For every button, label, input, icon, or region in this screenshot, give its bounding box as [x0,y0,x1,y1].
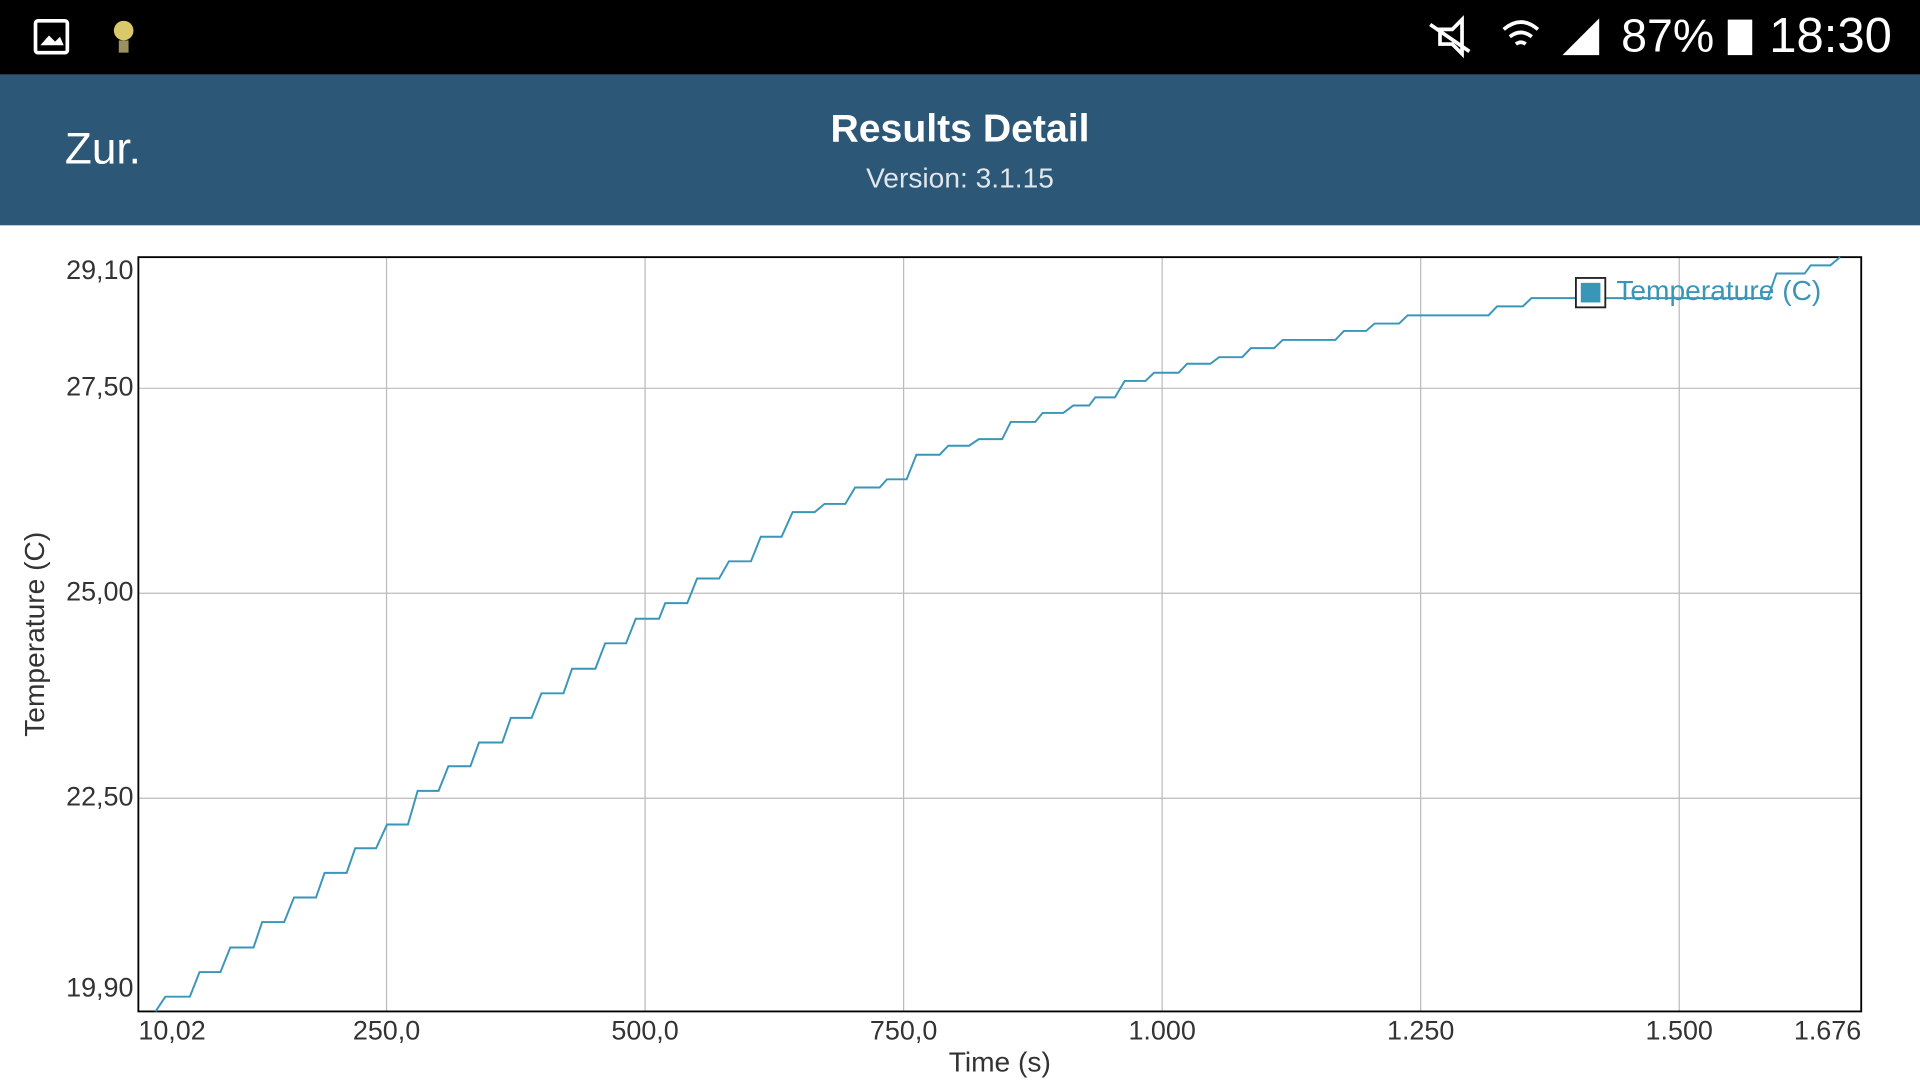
gallery-icon-mountain [40,35,64,46]
y-tick-label: 22,50 [66,781,133,811]
x-tick-label: 750,0 [870,1015,937,1045]
legend-swatch [1580,282,1601,303]
battery-icon [1727,19,1753,56]
gallery-icon [33,18,70,55]
back-button[interactable]: Zur. [65,124,141,173]
x-tick-label: 10,02 [138,1015,205,1045]
y-tick-label: 27,50 [66,371,133,401]
x-tick-label: 250,0 [353,1015,420,1045]
x-tick-label: 1.676 [1794,1015,1861,1045]
page-subtitle: Version: 3.1.15 [866,162,1054,193]
mute-icon [1429,15,1471,59]
signal-icon [1562,18,1600,56]
x-axis-title: Time (s) [949,1047,1051,1078]
y-tick-label: 29,10 [66,255,133,285]
page-title: Results Detail [830,107,1089,150]
x-tick-label: 1.000 [1128,1015,1195,1045]
y-axis-title: Temperature (C) [19,532,50,737]
chart: 19,90 22,50 25,00 27,50 29,10 10,02 250,0 500,0… [19,255,1863,1078]
status-bar [0,0,1920,75]
data-line [154,256,1841,1012]
status-icons [33,15,1753,59]
plot-frame [137,256,1863,1013]
bulb-icon [113,20,134,41]
y-tick-label: 25,00 [66,576,133,606]
app-header [0,74,1920,226]
bulb-base [118,40,129,53]
battery-level: 87% [1621,9,1714,61]
legend-label: Temperature (C) [1616,275,1821,306]
x-tick-label: 1.500 [1646,1015,1713,1045]
clock: 18:30 [1769,9,1892,63]
wifi-icon [1502,20,1540,46]
x-tick-label: 500,0 [611,1015,678,1045]
y-tick-label: 19,90 [66,972,133,1002]
x-tick-label: 1.250 [1387,1015,1454,1045]
